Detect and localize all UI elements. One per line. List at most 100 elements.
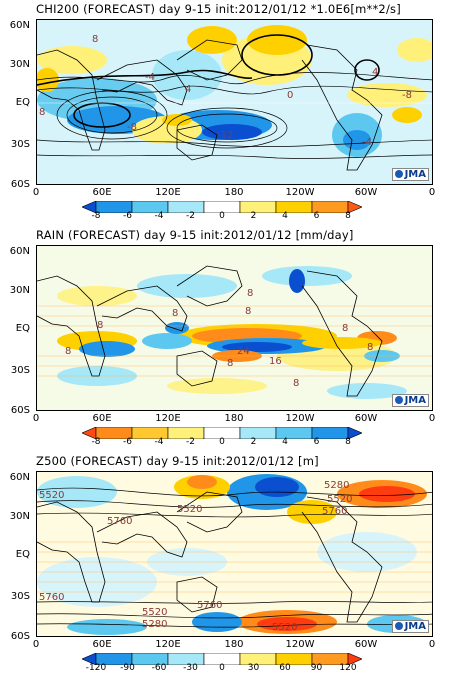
panel-title: CHI200 (FORECAST) day 9-15 init:2012/01/… bbox=[36, 2, 401, 16]
colorbar-tick-label: 6 bbox=[313, 211, 320, 221]
lat-label: 30S bbox=[10, 365, 30, 376]
lat-label: 60S bbox=[10, 179, 30, 190]
lat-label: 30S bbox=[10, 139, 30, 150]
lon-label: 0 bbox=[32, 639, 40, 650]
colorbar-tick-label: 90 bbox=[310, 663, 323, 673]
lon-label: 60E bbox=[92, 639, 112, 650]
jma-logo-icon bbox=[394, 170, 403, 178]
contour-label: -4 bbox=[362, 137, 372, 148]
colorbar-tick-label: -90 bbox=[120, 663, 135, 673]
lat-label: 30N bbox=[9, 285, 30, 296]
lat-label: 30S bbox=[10, 591, 30, 602]
map-area[interactable]: 5520 5520 5760 5280 5520 5760 5760 5520 … bbox=[36, 471, 433, 637]
lon-label: 0 bbox=[428, 187, 436, 198]
lat-label: EQ bbox=[15, 323, 30, 334]
lon-label: 180 bbox=[224, 187, 244, 198]
colorbar-tick-label: -2 bbox=[186, 211, 195, 221]
contour-label: 24 bbox=[237, 346, 250, 357]
colorbar-tick-label: 8 bbox=[345, 211, 351, 221]
contour-label: 5760 bbox=[322, 506, 347, 517]
contour-label: -12 bbox=[217, 130, 233, 141]
colorbar-tick-label: 0 bbox=[219, 437, 225, 447]
contour-label: 16 bbox=[269, 356, 282, 367]
colorbar-tick-label: 2 bbox=[250, 211, 257, 221]
contour-label: -8 bbox=[127, 122, 137, 133]
colorbar-tick-label: 0 bbox=[219, 663, 225, 673]
lon-label: 120E bbox=[155, 413, 181, 424]
colorbar-svg bbox=[81, 200, 363, 214]
contour-label: 4 bbox=[185, 84, 191, 95]
contour-label: -8 bbox=[402, 90, 412, 101]
contour-label: 5520 bbox=[327, 494, 352, 505]
map-area[interactable]: -8 8 -4 4 0 -12 -4 4 -8 8 JMA bbox=[36, 19, 433, 185]
colorbar bbox=[81, 198, 363, 214]
contour-label: 8 bbox=[227, 358, 233, 369]
jma-logo: JMA bbox=[391, 168, 429, 181]
colorbar-svg bbox=[81, 426, 363, 440]
contour-label: 8 bbox=[92, 34, 98, 45]
contour-label: 5760 bbox=[197, 600, 222, 611]
lat-label: 60N bbox=[9, 472, 30, 483]
panel-title: RAIN (FORECAST) day 9-15 init:2012/01/12… bbox=[36, 228, 354, 242]
jma-logo: JMA bbox=[391, 620, 429, 633]
contour-label: 5520 bbox=[177, 504, 202, 515]
contour-label: 8 bbox=[342, 323, 348, 334]
colorbar-tick-label: 4 bbox=[282, 437, 288, 447]
jma-logo-icon bbox=[394, 622, 403, 630]
lat-label: EQ bbox=[15, 549, 30, 560]
colorbar-tick-label: -60 bbox=[151, 663, 167, 673]
contour-label: 8 bbox=[39, 107, 45, 118]
contour-label: 8 bbox=[367, 342, 373, 353]
lon-label: 60E bbox=[92, 413, 112, 424]
colorbar-tick-label: 8 bbox=[345, 437, 351, 447]
contour-label: 5520 bbox=[272, 622, 297, 633]
colorbar-tick-label: 6 bbox=[313, 437, 320, 447]
colorbar-tick-label: -6 bbox=[123, 211, 132, 221]
map-area[interactable]: 8 8 8 8 24 8 16 8 8 8 8 JMA bbox=[36, 245, 433, 411]
colorbar-tick-label: -6 bbox=[123, 437, 132, 447]
map-svg: 5520 5520 5760 5280 5520 5760 5760 5520 … bbox=[37, 472, 432, 636]
colorbar-tick-label: 2 bbox=[250, 437, 257, 447]
lon-label: 120E bbox=[155, 187, 181, 198]
colorbar-tick-label: 60 bbox=[279, 663, 291, 673]
lat-label: 60S bbox=[10, 405, 30, 416]
jma-logo: JMA bbox=[391, 394, 429, 407]
lon-label: 0 bbox=[32, 187, 40, 198]
chi200-panel: CHI200 (FORECAST) day 9-15 init:2012/01/… bbox=[0, 0, 451, 225]
contour-label: 5520 bbox=[142, 607, 167, 618]
colorbar-cap-high bbox=[347, 426, 363, 440]
panel-title: Z500 (FORECAST) day 9-15 init:2012/01/12… bbox=[36, 454, 319, 468]
contour-label: 8 bbox=[65, 346, 71, 357]
contour-label: 5520 bbox=[39, 490, 64, 501]
lat-label: 60S bbox=[10, 631, 30, 642]
colorbar-tick-label: 120 bbox=[339, 663, 357, 673]
lon-label: 120W bbox=[285, 413, 315, 424]
contour-label: 8 bbox=[245, 306, 251, 317]
contour-label: 5280 bbox=[324, 480, 349, 491]
colorbar bbox=[81, 650, 363, 666]
lon-label: 120W bbox=[285, 639, 315, 650]
lon-label: 60E bbox=[92, 187, 112, 198]
colorbar-tick-label: -8 bbox=[91, 437, 101, 447]
contour-label: 5760 bbox=[39, 592, 64, 603]
colorbar bbox=[81, 424, 363, 440]
lon-label: 0 bbox=[428, 413, 436, 424]
colorbar-tick-label: -120 bbox=[85, 663, 107, 673]
lat-label: 30N bbox=[9, 59, 30, 70]
colorbar-cap-high bbox=[347, 200, 363, 214]
colorbar-tick-label: 0 bbox=[219, 211, 225, 221]
lon-label: 60W bbox=[354, 413, 378, 424]
contour-label: 5280 bbox=[142, 619, 167, 630]
lon-label: 0 bbox=[32, 413, 40, 424]
contour-label: 0 bbox=[287, 90, 293, 101]
contour-label: 8 bbox=[97, 320, 103, 331]
contour-label: 8 bbox=[247, 288, 253, 299]
contour-label: 5760 bbox=[107, 516, 132, 527]
lon-label: 120E bbox=[155, 639, 181, 650]
lon-label: 120W bbox=[285, 187, 315, 198]
z500-panel: Z500 (FORECAST) day 9-15 init:2012/01/12… bbox=[0, 452, 451, 677]
colorbar-tick-label: -30 bbox=[183, 663, 198, 673]
lon-label: 60W bbox=[354, 187, 378, 198]
contour-label: 8 bbox=[172, 308, 178, 319]
colorbar-tick-label: -4 bbox=[154, 211, 164, 221]
